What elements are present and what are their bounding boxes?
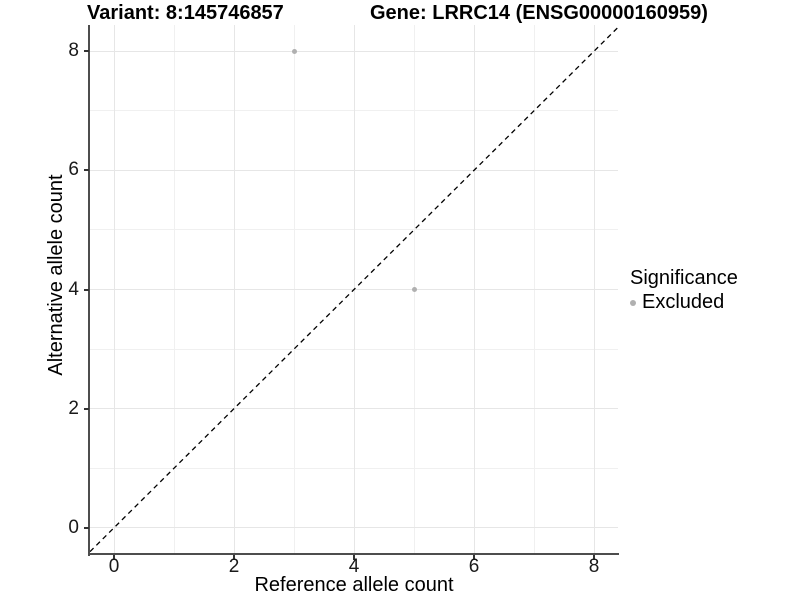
gridline-y-major [90,527,618,529]
y-tick-label: 2 [68,397,79,419]
x-tick-label: 4 [348,556,360,577]
y-tick-label: 4 [68,278,79,300]
y-axis-line [88,25,90,556]
x-tick-label: 8 [588,556,600,577]
x-tick-mark [593,555,595,560]
y-tick-mark [84,288,89,291]
legend-marker-excluded-icon [630,299,636,306]
plot-title-gene: Gene: LRRC14 (ENSG00000160959) [370,2,708,24]
y-tick-mark [84,526,89,529]
legend-title: Significance [630,267,738,289]
y-tick-mark [84,407,89,410]
x-axis-line [88,553,619,555]
data-point [411,287,417,292]
gridline-y-major [90,50,618,52]
gridline-y-major [90,169,618,171]
x-tick-mark [473,555,475,560]
y-tick-label: 0 [68,516,79,538]
y-tick-mark [84,169,89,172]
legend-entry-label: Excluded [642,291,725,313]
x-tick-mark [353,555,355,560]
legend: Significance Excluded [630,267,738,314]
legend-entry-excluded: Excluded [630,291,738,314]
data-point [291,48,297,54]
x-tick-label: 2 [228,556,240,577]
x-tick-label: 6 [468,556,480,577]
y-tick-mark [84,50,89,53]
plot-panel [90,25,618,554]
gridline-y-major [90,408,618,410]
identity-line [90,26,618,553]
x-tick-mark [113,555,115,560]
x-tick-label: 0 [108,556,120,577]
y-tick-label: 6 [68,159,79,181]
y-tick-label: 8 [68,40,79,62]
x-tick-mark [233,555,235,560]
plot-title-variant: Variant: 8:145746857 [87,2,284,24]
x-axis-title: Reference allele count [254,574,454,596]
